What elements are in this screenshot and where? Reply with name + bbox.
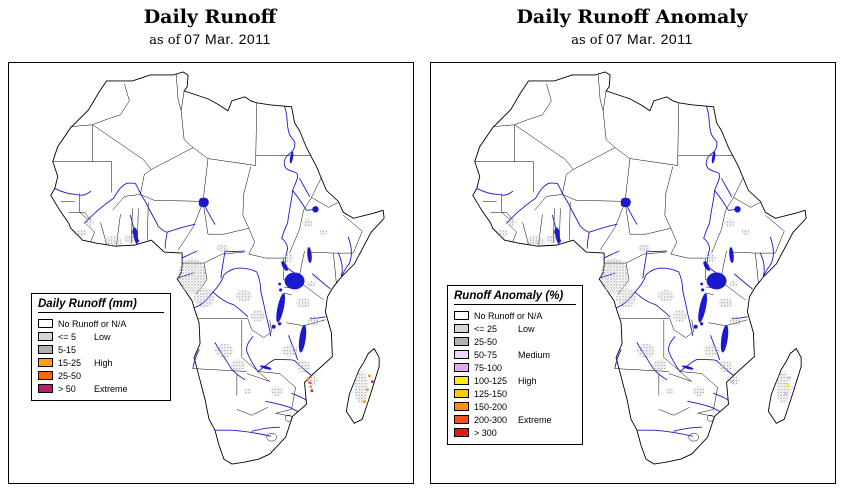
legend-range: 75-100 [474,362,503,373]
legend-entry: 150-200 [454,400,576,413]
legend-category: High [518,375,537,386]
legend-range: 25-50 [58,370,82,381]
legend-category: Low [518,323,535,334]
legend-swatch [454,311,469,320]
legend-swatch [454,402,469,411]
legend-swatch [38,371,53,380]
legend-range: > 300 [474,427,497,438]
legend-swatch [38,358,53,367]
runoff-legend: Daily Runoff (mm) No Runoff or N/A <= 5 … [31,293,171,401]
legend-entry: > 300 [454,426,576,439]
right-subtitle-prefix: as of [571,33,603,48]
legend-range: > 50 [58,383,76,394]
left-subtitle-prefix: as of [149,33,181,48]
left-subtitle-date: 07 Mar. 2011 [184,31,271,47]
legend-range: 5-15 [58,344,77,355]
legend-range: 25-50 [474,336,498,347]
legend-entry: 50-75 Medium [454,348,576,361]
anomaly-legend: Runoff Anomaly (%) No Runoff or N/A <= 2… [447,285,583,445]
africa-map-runoff [50,71,385,465]
legend-category: Extreme [518,414,552,425]
left-panel-title: Daily Runoff [143,6,277,28]
runoff-legend-entries: No Runoff or N/A <= 5 Low 5-15 [38,317,164,395]
legend-swatch [454,428,469,437]
legend-entry: 75-100 [454,361,576,374]
legend-entry: 125-150 [454,387,576,400]
right-panel-header: Daily Runoff Anomaly as of 07 Mar. 2011 [430,6,834,48]
legend-entry: No Runoff or N/A [454,309,576,322]
legend-swatch [38,345,53,354]
legend-range: 200-300 [474,414,508,425]
legend-entry: > 50 Extreme [38,382,164,395]
legend-category: Medium [518,349,551,360]
legend-entry: <= 5 Low [38,330,164,343]
left-panel-header: Daily Runoff as of 07 Mar. 2011 [8,6,412,48]
legend-swatch [454,363,469,372]
legend-entry: <= 25 Low [454,322,576,335]
right-panel-subtitle: as of 07 Mar. 2011 [430,31,834,48]
right-panel-title: Daily Runoff Anomaly [516,6,748,28]
legend-range: 100-125 [474,375,508,386]
legend-range: 50-75 [474,349,498,360]
legend-swatch [454,324,469,333]
legend-range: 125-150 [474,388,508,399]
legend-category: Low [94,331,111,342]
legend-range: <= 5 [58,331,77,342]
legend-range: No Runoff or N/A [58,318,127,329]
legend-range: <= 25 [474,323,498,334]
legend-swatch [454,389,469,398]
legend-entry: 100-125 High [454,374,576,387]
runoff-anomaly-map-panel: Runoff Anomaly (%) No Runoff or N/A <= 2… [430,62,836,484]
legend-swatch [38,332,53,341]
legend-range: No Runoff or N/A [474,310,543,321]
legend-swatch [454,376,469,385]
legend-category: Extreme [94,383,128,394]
legend-entry: 25-50 [38,369,164,382]
legend-category: High [94,357,113,368]
runoff-legend-title: Daily Runoff (mm) [38,298,164,313]
legend-swatch [454,415,469,424]
right-subtitle-date: 07 Mar. 2011 [606,31,693,47]
legend-swatch [38,319,53,328]
legend-range: 15-25 [58,357,82,368]
legend-swatch [454,337,469,346]
legend-entry: 200-300 Extreme [454,413,576,426]
anomaly-legend-title: Runoff Anomaly (%) [454,290,576,305]
legend-swatch [454,350,469,359]
legend-entry: 5-15 [38,343,164,356]
legend-entry: No Runoff or N/A [38,317,164,330]
legend-entry: 15-25 High [38,356,164,369]
daily-runoff-map-panel: Daily Runoff (mm) No Runoff or N/A <= 5 … [8,62,414,484]
anomaly-legend-entries: No Runoff or N/A <= 25 Low 25-50 [454,309,576,439]
legend-entry: 25-50 [454,335,576,348]
left-panel-subtitle: as of 07 Mar. 2011 [8,31,412,48]
legend-range: 150-200 [474,401,508,412]
legend-swatch [38,384,53,393]
